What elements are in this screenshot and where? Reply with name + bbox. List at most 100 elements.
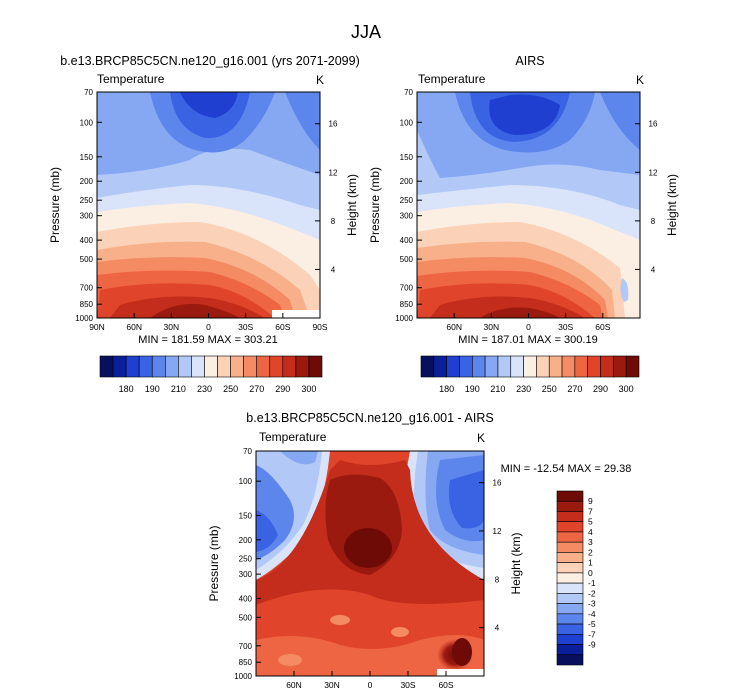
pressure-tick-label: 1000 bbox=[75, 314, 93, 323]
colorbar-swatch bbox=[556, 603, 584, 615]
pressure-tick-label: 70 bbox=[404, 88, 413, 97]
colorbar-swatch bbox=[138, 355, 153, 378]
colorbar-label: 230 bbox=[197, 384, 212, 394]
y-axis-title: Pressure (mb) bbox=[368, 167, 382, 243]
height-tick-label: 16 bbox=[493, 479, 502, 488]
colorbar-label: 300 bbox=[619, 384, 634, 394]
colorbar-label: 210 bbox=[490, 384, 505, 394]
pressure-tick-label: 300 bbox=[80, 212, 94, 221]
latitude-tick-label: 30N bbox=[324, 680, 340, 690]
height-tick-label: 12 bbox=[329, 168, 338, 177]
height-tick-label: 16 bbox=[329, 120, 338, 129]
colorbar-label: 250 bbox=[542, 384, 557, 394]
pressure-tick-label: 850 bbox=[239, 658, 253, 667]
colorbar-swatch bbox=[556, 613, 584, 625]
height-tick-label: 4 bbox=[495, 624, 500, 633]
page-title: JJA bbox=[351, 22, 381, 42]
pressure-tick-label: 1000 bbox=[395, 314, 413, 323]
colorbar-label: 9 bbox=[588, 496, 593, 506]
colorbar-label: 230 bbox=[516, 384, 531, 394]
temperature-field bbox=[97, 92, 320, 318]
colorbar-label: 0 bbox=[588, 568, 593, 578]
pressure-tick-label: 150 bbox=[80, 153, 94, 162]
colorbar-label: -2 bbox=[588, 588, 596, 598]
colorbar-label: 250 bbox=[223, 384, 238, 394]
colorbar-swatch bbox=[191, 355, 205, 378]
latitude-tick-label: 30S bbox=[238, 322, 253, 332]
panel-title: AIRS bbox=[515, 54, 544, 68]
colorbar-swatch bbox=[308, 355, 323, 378]
colorbar-swatch bbox=[217, 355, 231, 378]
pressure-tick-label: 850 bbox=[80, 300, 94, 309]
pressure-tick-label: 250 bbox=[80, 196, 94, 205]
colorbar-swatch bbox=[243, 355, 258, 378]
height-tick-label: 8 bbox=[495, 575, 500, 584]
colorbar-label: 290 bbox=[275, 384, 290, 394]
height-tick-label: 4 bbox=[651, 265, 656, 274]
colorbar-label: -7 bbox=[588, 629, 596, 639]
colorbar-swatch bbox=[125, 355, 140, 378]
latitude-tick-label: 30S bbox=[400, 680, 415, 690]
colorbar-swatch bbox=[556, 490, 584, 502]
latitude-tick-label: 90N bbox=[89, 322, 105, 332]
colorbar-swatch bbox=[523, 355, 537, 378]
latitude-tick-label: 30N bbox=[484, 322, 500, 332]
pressure-tick-label: 100 bbox=[80, 118, 94, 127]
colorbar-swatch bbox=[556, 593, 584, 604]
colorbar-swatch bbox=[587, 355, 601, 378]
latitude-tick-label: 0 bbox=[526, 322, 531, 332]
pressure-tick-label: 250 bbox=[239, 555, 253, 564]
difference-field bbox=[256, 451, 484, 676]
latitude-tick-label: 90S bbox=[312, 322, 327, 332]
colorbar-label: 1 bbox=[588, 558, 593, 568]
colorbar-label: 270 bbox=[567, 384, 582, 394]
pressure-tick-label: 150 bbox=[239, 511, 253, 520]
pressure-tick-label: 250 bbox=[400, 196, 414, 205]
height-tick-label: 12 bbox=[649, 168, 658, 177]
latitude-tick-label: 60N bbox=[446, 322, 462, 332]
pressure-tick-label: 100 bbox=[400, 118, 414, 127]
colorbar-swatch bbox=[613, 355, 627, 378]
pressure-tick-label: 400 bbox=[80, 236, 94, 245]
panel-title: b.e13.BRCP85C5CN.ne120_g16.001 (yrs 2071… bbox=[60, 54, 360, 68]
latitude-tick-label: 30S bbox=[558, 322, 573, 332]
colorbar-swatch bbox=[556, 531, 584, 543]
panel-stats: MIN = -12.54 MAX = 29.38 bbox=[501, 463, 632, 475]
latitude-tick-label: 0 bbox=[206, 322, 211, 332]
latitude-tick-label: 60S bbox=[438, 680, 453, 690]
colorbar-swatch bbox=[433, 355, 447, 378]
colorbar-swatch bbox=[256, 355, 271, 378]
colorbar-swatch bbox=[295, 355, 310, 378]
colorbar-label: -5 bbox=[588, 619, 596, 629]
latitude-tick-label: 30N bbox=[164, 322, 180, 332]
colorbar-swatch bbox=[99, 355, 114, 378]
pressure-tick-label: 300 bbox=[400, 212, 414, 221]
panel-title: b.e13.BRCP85C5CN.ne120_g16.001 - AIRS bbox=[246, 411, 493, 425]
colorbar-label: 190 bbox=[145, 384, 160, 394]
pressure-tick-label: 500 bbox=[239, 613, 253, 622]
colorbar-label: -1 bbox=[588, 578, 596, 588]
colorbar-label: -3 bbox=[588, 599, 596, 609]
colorbar-swatch bbox=[510, 355, 524, 378]
colorbar-label: 180 bbox=[119, 384, 134, 394]
pressure-tick-label: 700 bbox=[239, 642, 253, 651]
panel-stats: MIN = 181.59 MAX = 303.21 bbox=[138, 334, 277, 346]
y-axis-title: Pressure (mb) bbox=[207, 525, 221, 601]
colorbar-label: 2 bbox=[588, 547, 593, 557]
latitude-tick-label: 60N bbox=[126, 322, 142, 332]
colorbar-swatch bbox=[497, 355, 512, 378]
colorbar-swatch bbox=[556, 511, 584, 523]
colorbar-swatch bbox=[178, 355, 192, 378]
height-tick-label: 12 bbox=[493, 527, 502, 536]
colorbar-swatch bbox=[556, 562, 584, 574]
pressure-tick-label: 400 bbox=[239, 594, 253, 603]
colorbar-label: 180 bbox=[439, 384, 454, 394]
units-label: K bbox=[477, 431, 485, 445]
height-tick-label: 16 bbox=[649, 120, 658, 129]
pressure-tick-label: 100 bbox=[239, 477, 253, 486]
colorbar-swatch bbox=[556, 633, 584, 645]
y-axis-title: Pressure (mb) bbox=[48, 167, 62, 243]
height-tick-label: 8 bbox=[331, 217, 336, 226]
height-tick-label: 8 bbox=[651, 217, 656, 226]
